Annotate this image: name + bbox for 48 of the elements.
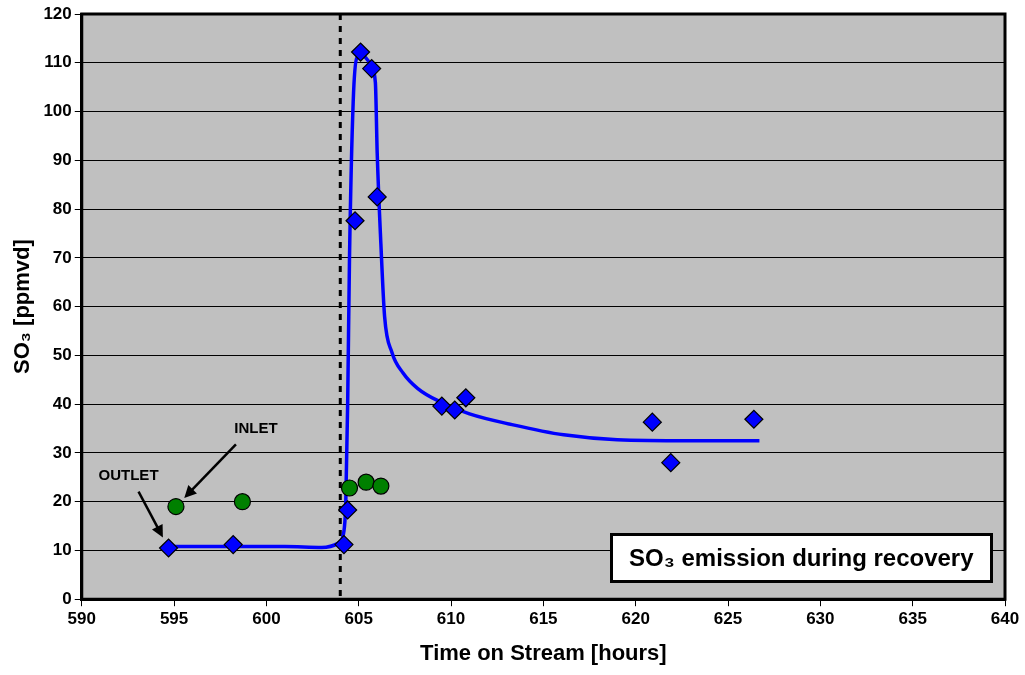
point: [233, 493, 252, 511]
point: [338, 500, 358, 520]
y-tick-label: 30: [52, 442, 72, 462]
x-tick-label: 595: [159, 609, 189, 629]
point: [432, 396, 452, 416]
point: [744, 409, 764, 429]
y-tick-label: 100: [43, 101, 72, 121]
point: [456, 388, 476, 408]
y-tick-label: 120: [43, 3, 72, 23]
text: OUTLET: [98, 466, 159, 484]
point: [350, 42, 371, 62]
y-tick-label: 60: [52, 296, 72, 316]
x-tick-label: 605: [344, 609, 373, 629]
point: [334, 534, 354, 555]
x-tick-label: 620: [621, 609, 650, 629]
y-tick-label: 70: [52, 247, 72, 267]
x-tick-label: 635: [898, 609, 927, 629]
point: [357, 473, 375, 491]
y-tick-label: 80: [52, 198, 72, 218]
x-tick-label: 590: [67, 609, 96, 629]
y-tick-label: 90: [52, 149, 72, 169]
y-axis-title: SO₃ [ppmvd]: [9, 239, 35, 375]
point: [445, 400, 465, 420]
point: [367, 187, 387, 207]
x-tick-label: 640: [990, 609, 1020, 629]
annotation: SO₃ emission during recovery: [610, 533, 993, 584]
y-tick-label: 110: [44, 52, 72, 72]
x-tick-label: 615: [529, 609, 558, 629]
x-tick-label: 630: [806, 609, 835, 629]
text: INLET: [234, 418, 278, 436]
point: [345, 211, 365, 231]
point: [340, 479, 359, 497]
point: [158, 538, 179, 558]
y-tick-label: 50: [52, 345, 72, 365]
x-tick-label: 610: [436, 609, 466, 629]
y-tick-label: 40: [52, 393, 72, 413]
point: [642, 412, 662, 432]
y-tick-label: 10: [52, 540, 72, 560]
point: [661, 453, 681, 473]
point: [167, 497, 185, 516]
x-axis-title: Time on Stream [hours]: [420, 639, 667, 665]
x-tick-label: 625: [713, 609, 743, 629]
y-tick-label: 0: [62, 588, 72, 608]
y-tick-label: 20: [52, 491, 72, 511]
point: [362, 59, 382, 79]
point: [372, 477, 390, 495]
x-tick-label: 600: [252, 609, 281, 629]
point: [223, 534, 243, 555]
